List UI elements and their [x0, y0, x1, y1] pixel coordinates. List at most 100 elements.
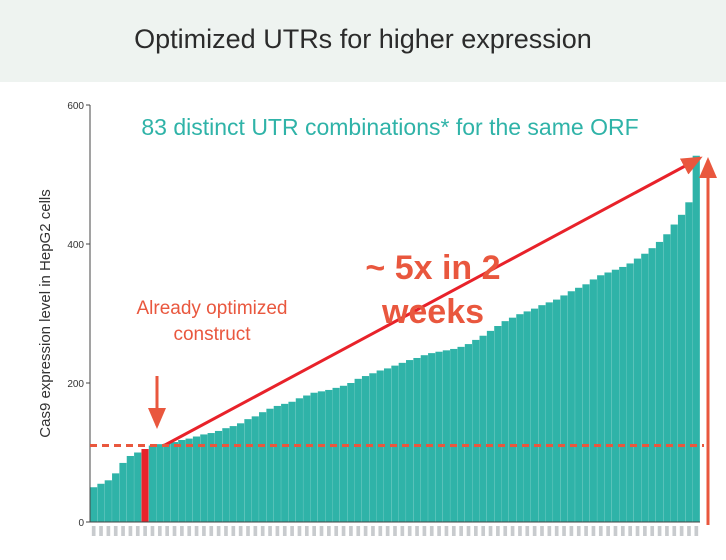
x-tick-label-74	[628, 526, 633, 536]
bar-82	[685, 202, 693, 523]
bar-10	[156, 444, 164, 522]
bar-6	[126, 455, 134, 522]
bar-74	[626, 263, 634, 522]
x-tick-label-75	[635, 526, 640, 536]
x-tick-label-2	[99, 526, 103, 536]
bar-30	[303, 395, 311, 522]
bar-32	[317, 391, 326, 522]
x-tick-label-10	[157, 526, 162, 536]
x-tick-label-26	[275, 526, 280, 536]
x-tick-label-7	[135, 526, 140, 536]
bar-16	[200, 434, 208, 522]
x-tick-label-11	[165, 526, 169, 536]
bar-64	[553, 299, 561, 522]
bar-47	[428, 353, 436, 522]
y-tick-label-400: 400	[67, 240, 84, 251]
bar-36	[347, 383, 355, 522]
y-tick-label-600: 600	[67, 101, 84, 112]
x-tick-label-60	[525, 526, 530, 536]
x-tick-label-81	[679, 526, 684, 536]
x-tick-label-58	[510, 526, 515, 536]
x-tick-label-24	[260, 526, 265, 536]
x-tick-label-51	[459, 526, 463, 536]
bar-12	[170, 442, 179, 522]
x-tick-label-71	[606, 526, 610, 536]
x-tick-label-36	[349, 526, 353, 536]
x-tick-label-76	[643, 526, 647, 536]
x-tick-label-45	[415, 526, 419, 536]
bar-52	[464, 344, 473, 522]
bar-51	[457, 346, 465, 522]
x-tick-label-8	[143, 526, 147, 536]
bar-56	[494, 326, 502, 522]
bar-50	[450, 348, 458, 522]
bar-29	[295, 398, 303, 522]
x-tick-label-59	[518, 526, 522, 536]
bar-53	[472, 339, 480, 522]
x-tick-label-19	[224, 526, 228, 536]
annotation-distinct-utr: 83 distinct UTR combinations* for the sa…	[141, 114, 639, 140]
bar-58	[508, 317, 517, 522]
x-tick-label-83	[694, 526, 699, 536]
bar-38	[361, 376, 370, 522]
bar-31	[310, 392, 318, 522]
bar-5	[119, 462, 127, 522]
bar-17	[207, 433, 215, 522]
x-tick-label-53	[474, 526, 478, 536]
bar-35	[339, 385, 348, 522]
bar-1	[90, 487, 98, 522]
bar-4	[112, 473, 120, 522]
chart-title: Optimized UTRs for higher expression	[134, 24, 592, 54]
x-tick-label-28	[290, 526, 294, 536]
x-tick-label-52	[466, 526, 471, 536]
bar-39	[369, 373, 377, 522]
x-tick-label-33	[327, 526, 331, 536]
x-tick-label-32	[319, 526, 324, 536]
bar-69	[589, 279, 597, 522]
bar-60	[523, 311, 531, 522]
bar-71	[604, 272, 612, 522]
bar-54	[479, 335, 487, 522]
x-tick-label-55	[488, 526, 493, 536]
x-tick-label-38	[363, 526, 368, 536]
bar-72	[611, 269, 620, 522]
bar-66	[567, 291, 575, 522]
x-tick-label-49	[444, 526, 449, 536]
x-tick-label-29	[297, 526, 302, 536]
bars-group	[90, 155, 700, 523]
x-tick-label-63	[547, 526, 552, 536]
x-tick-label-47	[429, 526, 434, 536]
bar-20	[229, 426, 237, 522]
x-tick-label-5	[121, 526, 125, 536]
bar-23	[251, 416, 259, 522]
x-tick-label-79	[665, 526, 669, 536]
x-tick-label-62	[540, 526, 544, 536]
x-tick-label-66	[569, 526, 574, 536]
bar-67	[575, 287, 583, 522]
title-band	[0, 0, 726, 82]
bar-59	[516, 314, 524, 522]
x-tick-label-54	[481, 526, 486, 536]
axes-group: 0 200 400 600 Cas9 expression level in HepG2…	[37, 101, 700, 536]
bar-73	[619, 266, 627, 522]
x-tick-label-42	[393, 526, 397, 536]
bar-42	[391, 365, 399, 523]
bar-24	[259, 412, 267, 522]
bar-57	[501, 321, 509, 522]
x-tick-label-20	[231, 526, 236, 536]
bar-19	[222, 428, 230, 522]
bar-37	[354, 378, 362, 522]
bar-8	[141, 449, 149, 522]
x-tick-label-41	[385, 526, 390, 536]
x-tick-label-22	[246, 526, 250, 536]
x-tick-label-48	[437, 526, 441, 536]
bar-55	[486, 330, 495, 523]
bar-68	[582, 284, 590, 522]
x-tick-label-35	[341, 526, 346, 536]
x-tick-label-50	[451, 526, 456, 536]
x-tick-label-39	[371, 526, 375, 536]
bar-33	[325, 389, 333, 522]
y-axis-title: Cas9 expression level in HepG2 cells	[37, 189, 54, 437]
x-tick-label-46	[422, 526, 427, 536]
x-tick-label-44	[407, 526, 412, 536]
